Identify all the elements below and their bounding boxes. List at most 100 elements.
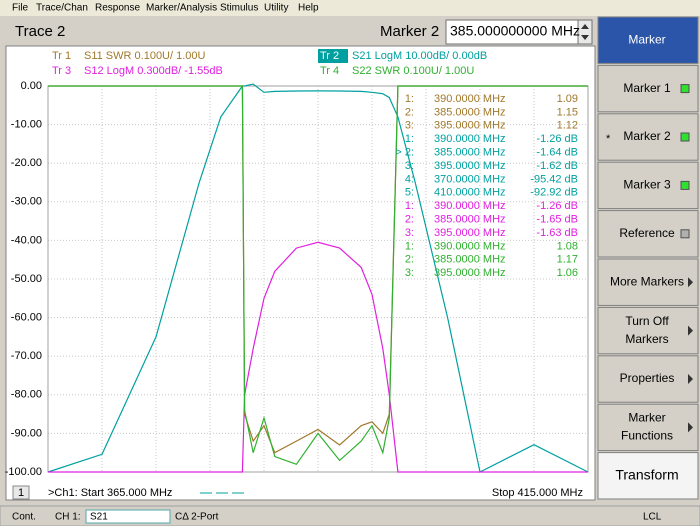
trace-line <box>47 83 589 473</box>
y-tick-label: -70.00 <box>11 350 42 362</box>
softkey-prefix: * <box>606 133 611 145</box>
softkey-label: Turn Off <box>625 314 669 328</box>
y-tick-label: -60.00 <box>11 312 42 324</box>
status-param: S21 <box>90 512 108 523</box>
marker-index: > 2: <box>395 147 414 159</box>
marker-freq: 385.0000 MHz <box>434 106 506 118</box>
softkey[interactable] <box>597 306 699 355</box>
marker-index: 3: <box>405 227 414 239</box>
marker-index: 2: <box>405 214 414 226</box>
marker-index: 3: <box>405 120 414 132</box>
channel-box <box>12 485 30 500</box>
softkey-arrow <box>688 325 693 336</box>
marker-freq: 390.0000 MHz <box>434 240 506 252</box>
trace-line <box>48 241 588 473</box>
softkey-label: Markers <box>625 332 668 346</box>
softkey-label: Marker <box>628 32 665 46</box>
menu-item[interactable]: Response <box>95 3 140 14</box>
y-tick-label: 0.00 <box>21 80 42 92</box>
marker-entry-label: Marker 2 <box>380 23 439 40</box>
y-tick-label: -100.00 <box>5 466 42 478</box>
active-trace-box <box>318 49 348 63</box>
y-tick-label: -90.00 <box>11 427 42 439</box>
spinner[interactable] <box>577 19 593 45</box>
marker-entry-box[interactable] <box>445 19 579 45</box>
marker-index: 1: <box>405 133 414 145</box>
softkey-label: Reference <box>619 226 675 240</box>
softkey[interactable] <box>597 258 699 306</box>
marker-freq: 390.0000 MHz <box>434 200 506 212</box>
plot-frame <box>47 85 589 473</box>
marker-value: 1.15 <box>557 106 578 118</box>
marker-index: 1: <box>405 93 414 105</box>
marker-index: 3: <box>405 267 414 279</box>
marker-entry-value[interactable]: 385.000000000 MHz <box>450 23 580 39</box>
softkey-arrow <box>688 277 693 288</box>
marker-index: 3: <box>405 160 414 172</box>
softkey-label: More Markers <box>610 274 684 288</box>
trace-label[interactable]: S11 SWR 0.100U/ 1.00U <box>84 50 206 62</box>
trace-label[interactable]: S12 LogM 0.300dB/ -1.55dB <box>84 65 223 77</box>
softkey[interactable] <box>597 355 699 403</box>
marker-value: -95.42 dB <box>530 173 578 185</box>
marker-value: -1.64 dB <box>536 147 578 159</box>
menu-item[interactable]: Stimulus <box>220 3 258 14</box>
marker-value: -1.65 dB <box>536 214 578 226</box>
softkey-label: Marker <box>628 411 665 425</box>
status-mode: Cont. <box>12 512 36 523</box>
stop-label: Stop 415.000 MHz <box>492 487 583 499</box>
menu-item[interactable]: File <box>12 3 29 14</box>
softkey[interactable] <box>597 16 699 64</box>
marker-value: -92.92 dB <box>530 187 578 199</box>
softkey-arrow <box>688 374 693 384</box>
menu-item[interactable]: Utility <box>264 3 288 14</box>
softkey-label: Marker 2 <box>623 129 671 143</box>
marker-freq: 395.0000 MHz <box>434 120 506 132</box>
trace-id: Tr 4 <box>320 65 339 77</box>
softkey-arrow <box>688 422 693 433</box>
marker-value: 1.12 <box>557 120 578 132</box>
softkey-label: Functions <box>621 429 673 443</box>
softkey-label: Marker 1 <box>623 81 671 95</box>
marker-freq: 410.0000 MHz <box>434 187 506 199</box>
marker-index: 4: <box>405 173 414 185</box>
trace-label[interactable]: S21 LogM 10.00dB/ 0.00dB <box>352 50 487 62</box>
status-cal: CΔ 2-Port <box>175 512 219 523</box>
spinner-arrows <box>581 24 589 40</box>
marker-index: 1: <box>405 200 414 212</box>
softkey-label: Marker 3 <box>623 178 671 192</box>
marker-value: -1.63 dB <box>536 227 578 239</box>
marker-freq: 370.0000 MHz <box>434 173 506 185</box>
softkey[interactable] <box>597 403 699 452</box>
y-tick-label: -30.00 <box>11 196 42 208</box>
menu-item[interactable]: Help <box>298 3 319 14</box>
marker-value: -1.26 dB <box>536 133 578 145</box>
marker-freq: 395.0000 MHz <box>434 160 506 172</box>
softkey-led <box>680 132 690 142</box>
marker-index: 2: <box>405 254 414 266</box>
y-tick-label: -10.00 <box>11 119 42 131</box>
marker-value: 1.09 <box>557 93 578 105</box>
marker-freq: 390.0000 MHz <box>434 133 506 145</box>
start-label: >Ch1: Start 365.000 MHz <box>48 487 172 499</box>
marker-freq: 390.0000 MHz <box>434 93 506 105</box>
menu-bar <box>0 0 700 16</box>
marker-value: 1.06 <box>557 267 578 279</box>
softkey[interactable] <box>597 452 699 500</box>
y-tick-label: -40.00 <box>11 234 42 246</box>
marker-index: 5: <box>405 187 414 199</box>
marker-index: 2: <box>405 106 414 118</box>
marker-freq: 385.0000 MHz <box>434 214 506 226</box>
marker-freq: 395.0000 MHz <box>434 227 506 239</box>
channel-number: 1 <box>18 487 24 499</box>
trace-label[interactable]: S22 SWR 0.100U/ 1.00U <box>352 65 474 77</box>
status-ref: LCL <box>643 512 662 523</box>
menu-item[interactable]: Trace/Chan <box>36 3 88 14</box>
menu-item[interactable]: Marker/Analysis <box>146 3 217 14</box>
marker-freq: 385.0000 MHz <box>434 254 506 266</box>
softkey-led <box>680 84 690 94</box>
marker-value: -1.62 dB <box>536 160 578 172</box>
softkey-led <box>680 229 690 239</box>
marker-freq: 395.0000 MHz <box>434 267 506 279</box>
